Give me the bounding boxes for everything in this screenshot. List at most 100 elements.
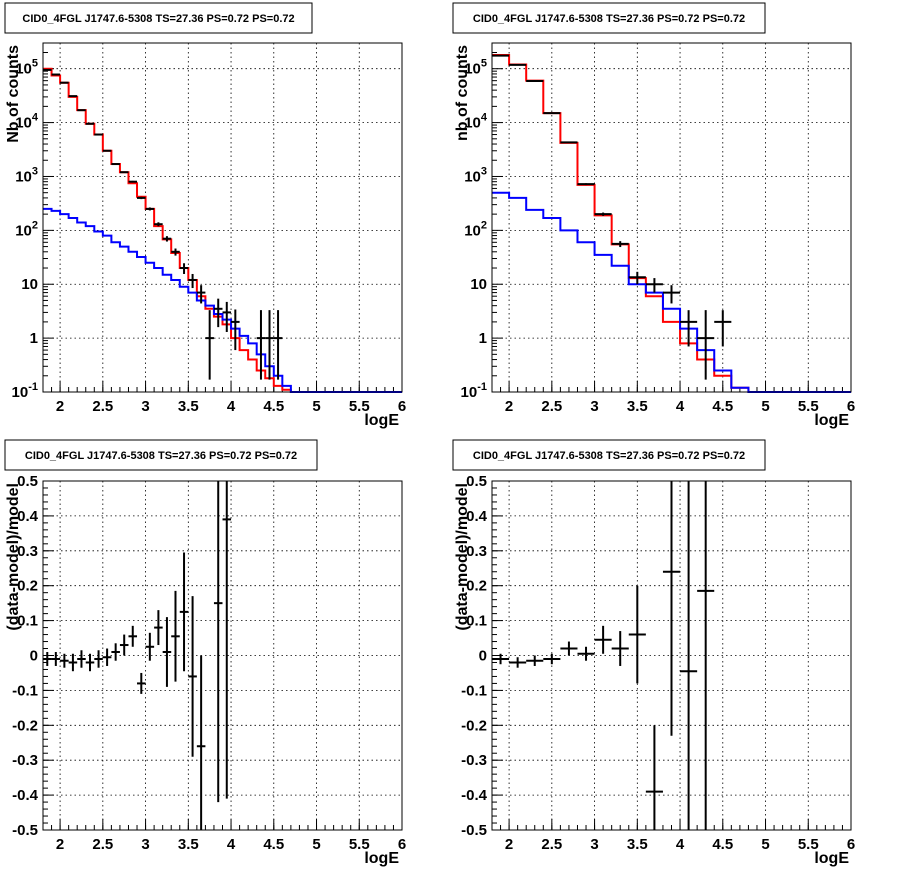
data-point: [213, 481, 223, 803]
data-point: [256, 310, 266, 380]
y-tick-label: 102: [464, 219, 487, 239]
data-point: [145, 632, 155, 661]
series-2-step-line: [43, 207, 402, 393]
series-1-step-line: [492, 53, 851, 393]
data-point: [560, 641, 578, 656]
x-tick-label: 2.5: [541, 836, 562, 853]
plot-frame: [42, 42, 403, 393]
x-tick-label: 5.5: [349, 836, 370, 853]
y-tick-label: 0: [30, 648, 38, 665]
y-tick-label: 104: [464, 112, 488, 132]
y-tick-label: 0.4: [466, 508, 488, 525]
data-point: [577, 183, 595, 186]
data-point: [714, 310, 732, 347]
y-tick-label: 0.3: [466, 543, 487, 560]
data-point: [128, 625, 138, 647]
data-point: [231, 309, 240, 351]
x-tick-label: 3: [141, 398, 149, 415]
y-tick-label: -0.1: [461, 682, 487, 699]
y-tick-label: 105: [464, 58, 487, 78]
data-point: [611, 241, 629, 248]
y-tick-label: 0.2: [466, 578, 487, 595]
x-tick-label: 4: [676, 398, 685, 415]
data-point: [628, 271, 646, 285]
x-axis-label: logE: [814, 412, 849, 429]
data-point: [51, 652, 61, 666]
y-tick-label: 104: [15, 112, 39, 132]
y-tick-label: 10-1: [12, 381, 38, 401]
y-tick-label: 103: [464, 165, 487, 185]
chart-panel-4: CID0_4FGL J1747.6-5308 TS=27.36 PS=0.72 …: [452, 439, 855, 867]
y-tick-label: -0.3: [461, 752, 487, 769]
y-tick-label: 0: [479, 648, 487, 665]
x-tick-label: 2: [505, 398, 513, 415]
plot-frame: [491, 42, 852, 393]
data-point: [119, 634, 129, 656]
y-tick-label: -0.5: [12, 822, 38, 839]
y-tick-label: 0.1: [17, 613, 38, 630]
data-point: [94, 133, 103, 136]
data-point: [179, 263, 189, 274]
x-axis-label: logE: [814, 850, 849, 867]
y-tick-label: -0.4: [12, 787, 39, 804]
data-point: [697, 310, 715, 380]
y-tick-label: 103: [15, 165, 38, 185]
data-point: [222, 301, 232, 332]
x-axis-label: logE: [364, 412, 399, 429]
data-point: [128, 180, 138, 183]
data-point: [68, 653, 78, 672]
y-tick-label: 102: [15, 219, 38, 239]
x-tick-label: 4: [676, 836, 685, 853]
chart-panel-1: CID0_4FGL J1747.6-5308 TS=27.36 PS=0.72 …: [4, 2, 406, 429]
data-point: [662, 481, 681, 736]
data-point: [680, 481, 698, 830]
x-tick-label: 5: [761, 398, 769, 415]
data-point: [188, 596, 197, 757]
y-tick-label: -0.1: [12, 682, 38, 699]
data-point: [526, 655, 544, 666]
data-point: [137, 196, 146, 200]
y-tick-label: 10: [21, 276, 38, 293]
x-tick-label: 4.5: [712, 398, 733, 415]
y-tick-label: 0.2: [17, 578, 38, 595]
chart-title: CID0_4FGL J1747.6-5308 TS=27.36 PS=0.72 …: [25, 450, 297, 462]
data-point: [188, 273, 197, 289]
x-tick-label: 6: [398, 836, 406, 853]
x-tick-label: 5: [312, 836, 320, 853]
x-tick-label: 3.5: [627, 836, 648, 853]
y-axis-label: (data-model)/model: [454, 483, 471, 631]
x-tick-label: 3: [590, 398, 598, 415]
data-point: [171, 590, 180, 682]
data-point: [162, 236, 172, 242]
x-tick-label: 4.5: [263, 398, 284, 415]
data-point: [102, 149, 112, 152]
data-point: [628, 585, 646, 684]
data-point: [154, 222, 163, 227]
chart-title-box: [4, 439, 318, 471]
y-axis-label: (data-model)/model: [5, 483, 22, 631]
data-point: [222, 481, 232, 799]
y-tick-label: 10: [470, 276, 487, 293]
data-point: [111, 163, 120, 166]
x-tick-label: 2: [56, 836, 64, 853]
chart-title-box: [4, 2, 313, 34]
data-point: [645, 725, 663, 830]
data-point: [43, 652, 52, 666]
data-point: [102, 648, 112, 666]
y-tick-label: 0.3: [17, 543, 38, 560]
x-tick-label: 2.5: [92, 398, 113, 415]
data-point: [662, 285, 681, 304]
y-tick-label: -0.2: [12, 717, 38, 734]
data-point: [171, 248, 180, 256]
x-tick-label: 3.5: [178, 836, 199, 853]
x-tick-label: 5: [312, 398, 320, 415]
x-tick-label: 5.5: [798, 836, 819, 853]
y-tick-label: -0.5: [461, 822, 487, 839]
y-tick-label: 1: [479, 330, 487, 347]
data-point: [543, 653, 561, 665]
x-tick-label: 4.5: [263, 836, 284, 853]
y-axis-label: nb of counts: [454, 45, 471, 141]
data-point: [111, 643, 120, 661]
x-tick-label: 3.5: [627, 398, 648, 415]
x-tick-label: 2: [56, 398, 64, 415]
